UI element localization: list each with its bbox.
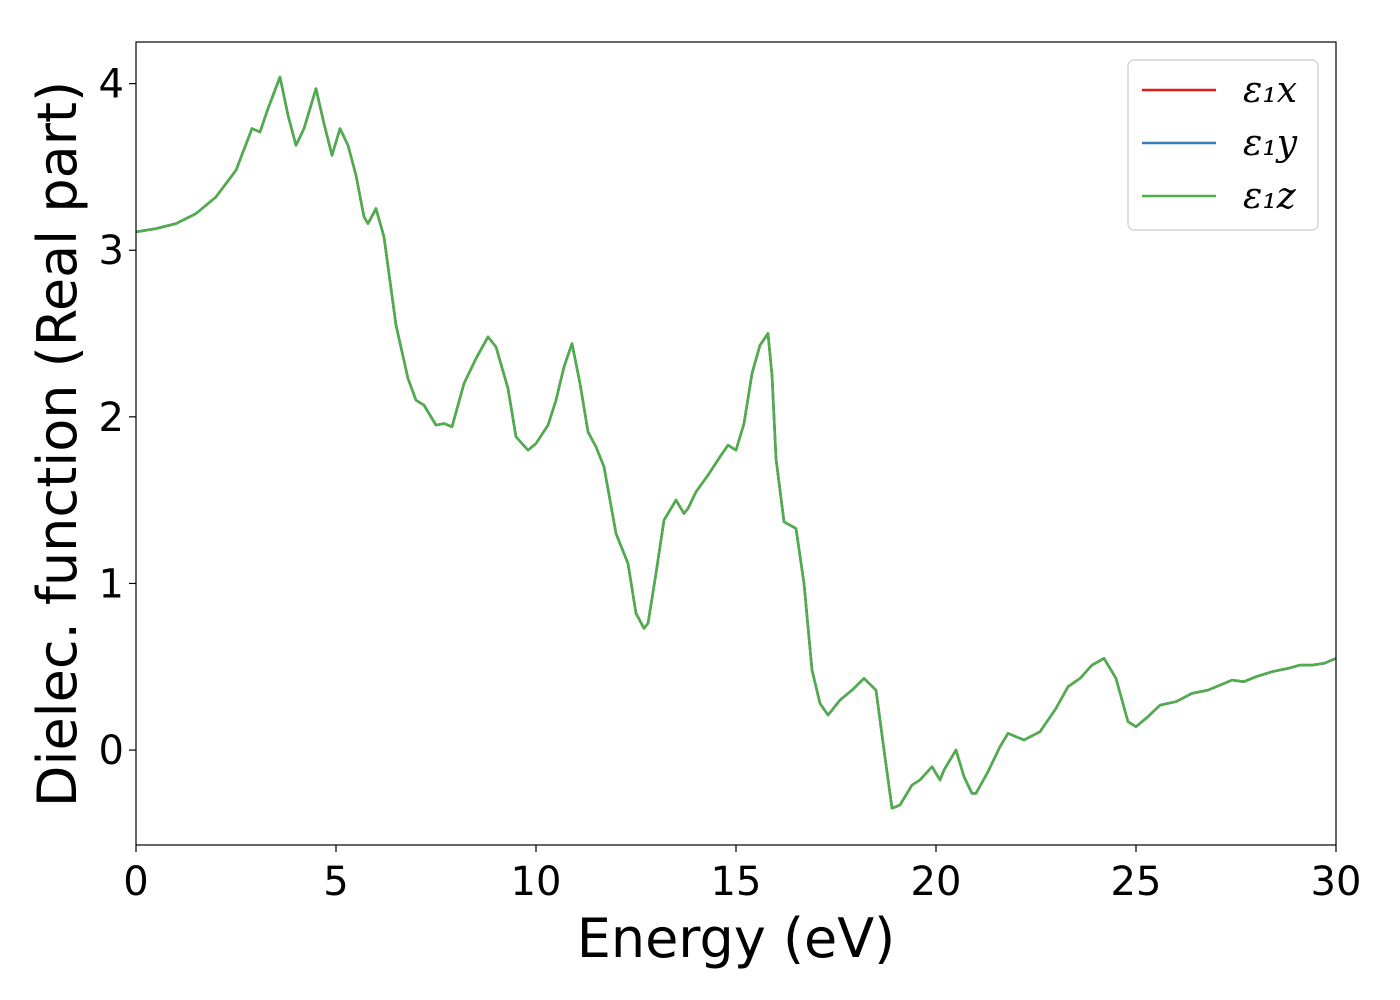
legend-label-x: ε₁x	[1243, 70, 1297, 111]
legend-box	[1127, 59, 1319, 231]
y-tick-label: 1	[99, 561, 124, 607]
x-tick-label: 5	[323, 859, 348, 905]
x-tick-label: 0	[123, 859, 148, 905]
y-tick-label: 4	[99, 62, 124, 108]
x-tick-label: 15	[711, 859, 762, 905]
x-tick-label: 25	[1111, 859, 1162, 905]
legend-label-y: ε₁y	[1243, 123, 1298, 164]
series-line-2	[135, 75, 1337, 810]
y-tick-label: 3	[99, 228, 124, 274]
x-axis-title: Energy (eV)	[577, 907, 896, 970]
x-tick-label: 20	[911, 859, 962, 905]
x-axis-ticks: 0 5 10 15 20 25 30	[123, 845, 1361, 905]
y-axis-title: Dielec. function (Real part)	[26, 81, 89, 807]
x-tick-label: 10	[511, 859, 562, 905]
x-tick-label: 30	[1311, 859, 1362, 905]
legend-label-z: ε₁z	[1243, 176, 1297, 217]
y-tick-label: 2	[99, 395, 124, 441]
y-axis-ticks: 0 1 2 3 4	[99, 62, 136, 774]
series-layer	[135, 75, 1337, 810]
legend: ε₁x ε₁y ε₁z	[1127, 59, 1319, 231]
y-tick-label: 0	[99, 728, 124, 774]
